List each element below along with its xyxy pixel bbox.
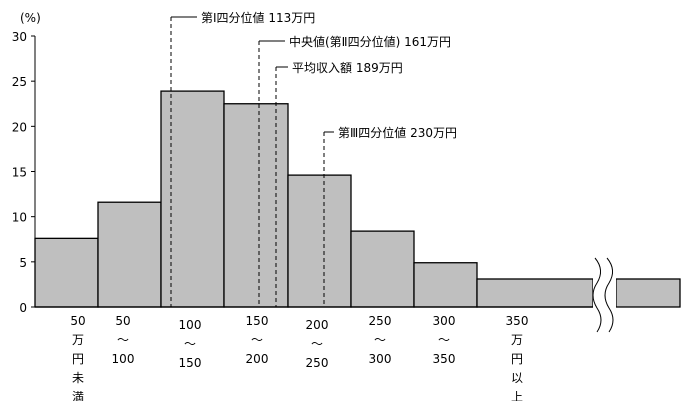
- y-tick-label: 15: [12, 166, 27, 180]
- x-category-line: 350: [433, 352, 456, 366]
- x-category-line: 〜: [251, 333, 263, 347]
- y-tick-label: 0: [19, 301, 27, 315]
- bar-2: [160, 90, 225, 308]
- x-category-line: 円: [72, 352, 84, 366]
- y-tick-label: 30: [12, 30, 27, 44]
- x-category-line: 50: [115, 314, 130, 328]
- x-category-label-3: 150 〜 200: [246, 314, 269, 366]
- x-category-line: 以: [511, 371, 523, 385]
- x-category-label-6: 300 〜 350: [433, 314, 456, 366]
- x-category-label-2: 100 〜 150: [179, 318, 202, 370]
- x-category-line: 300: [433, 314, 456, 328]
- x-category-line: 150: [179, 356, 202, 370]
- y-tick-label: 10: [12, 211, 27, 225]
- x-category-line: 200: [246, 352, 269, 366]
- axis-break-line-left: [592, 257, 602, 333]
- x-category-line: 350: [506, 314, 529, 328]
- x-category-line: 150: [246, 314, 269, 328]
- x-category-line: 100: [112, 352, 135, 366]
- x-category-line: 〜: [374, 333, 386, 347]
- x-category-line: 〜: [438, 333, 450, 347]
- x-category-label-5: 250 〜 300: [369, 314, 392, 366]
- x-category-line: 50: [70, 314, 85, 328]
- x-category-line: 満: [72, 390, 84, 401]
- x-category-line: 上: [511, 390, 523, 401]
- y-tick-label: 20: [12, 120, 27, 134]
- y-tick-label: 5: [19, 256, 27, 270]
- annotation-label-3: 第Ⅲ四分位値 230万円: [338, 125, 457, 140]
- x-category-line: 万: [72, 333, 84, 347]
- x-category-line: 〜: [184, 337, 196, 351]
- annotation-label-2: 平均収入額 189万円: [292, 61, 403, 75]
- annotation-label-1: 中央値(第Ⅱ四分位値) 161万円: [289, 34, 451, 49]
- x-category-line: 万: [511, 333, 523, 347]
- x-category-line: 未: [72, 371, 84, 385]
- annotation-label-0: 第Ⅰ四分位値 113万円: [201, 10, 315, 25]
- x-category-label-4: 200 〜 250: [306, 318, 329, 370]
- bar-5: [350, 230, 415, 308]
- bar-1: [97, 201, 162, 308]
- x-category-line: 円: [511, 352, 523, 366]
- bar-7: [476, 278, 594, 308]
- x-category-line: 200: [306, 318, 329, 332]
- x-category-line: 100: [179, 318, 202, 332]
- x-category-line: 300: [369, 352, 392, 366]
- x-category-label-1: 50 〜 100: [112, 314, 135, 366]
- x-category-line: 〜: [311, 337, 323, 351]
- bar-continuation: [615, 278, 681, 308]
- bar-4: [287, 174, 352, 308]
- x-category-line: 250: [306, 356, 329, 370]
- y-tick-label: 25: [12, 75, 27, 89]
- y-axis-unit-label: (%): [20, 11, 41, 25]
- bar-3: [223, 103, 289, 308]
- bar-6: [413, 262, 478, 308]
- x-category-line: 〜: [117, 333, 129, 347]
- x-category-line: 250: [369, 314, 392, 328]
- bar-0: [34, 237, 99, 308]
- axis-break-line-right: [604, 257, 614, 333]
